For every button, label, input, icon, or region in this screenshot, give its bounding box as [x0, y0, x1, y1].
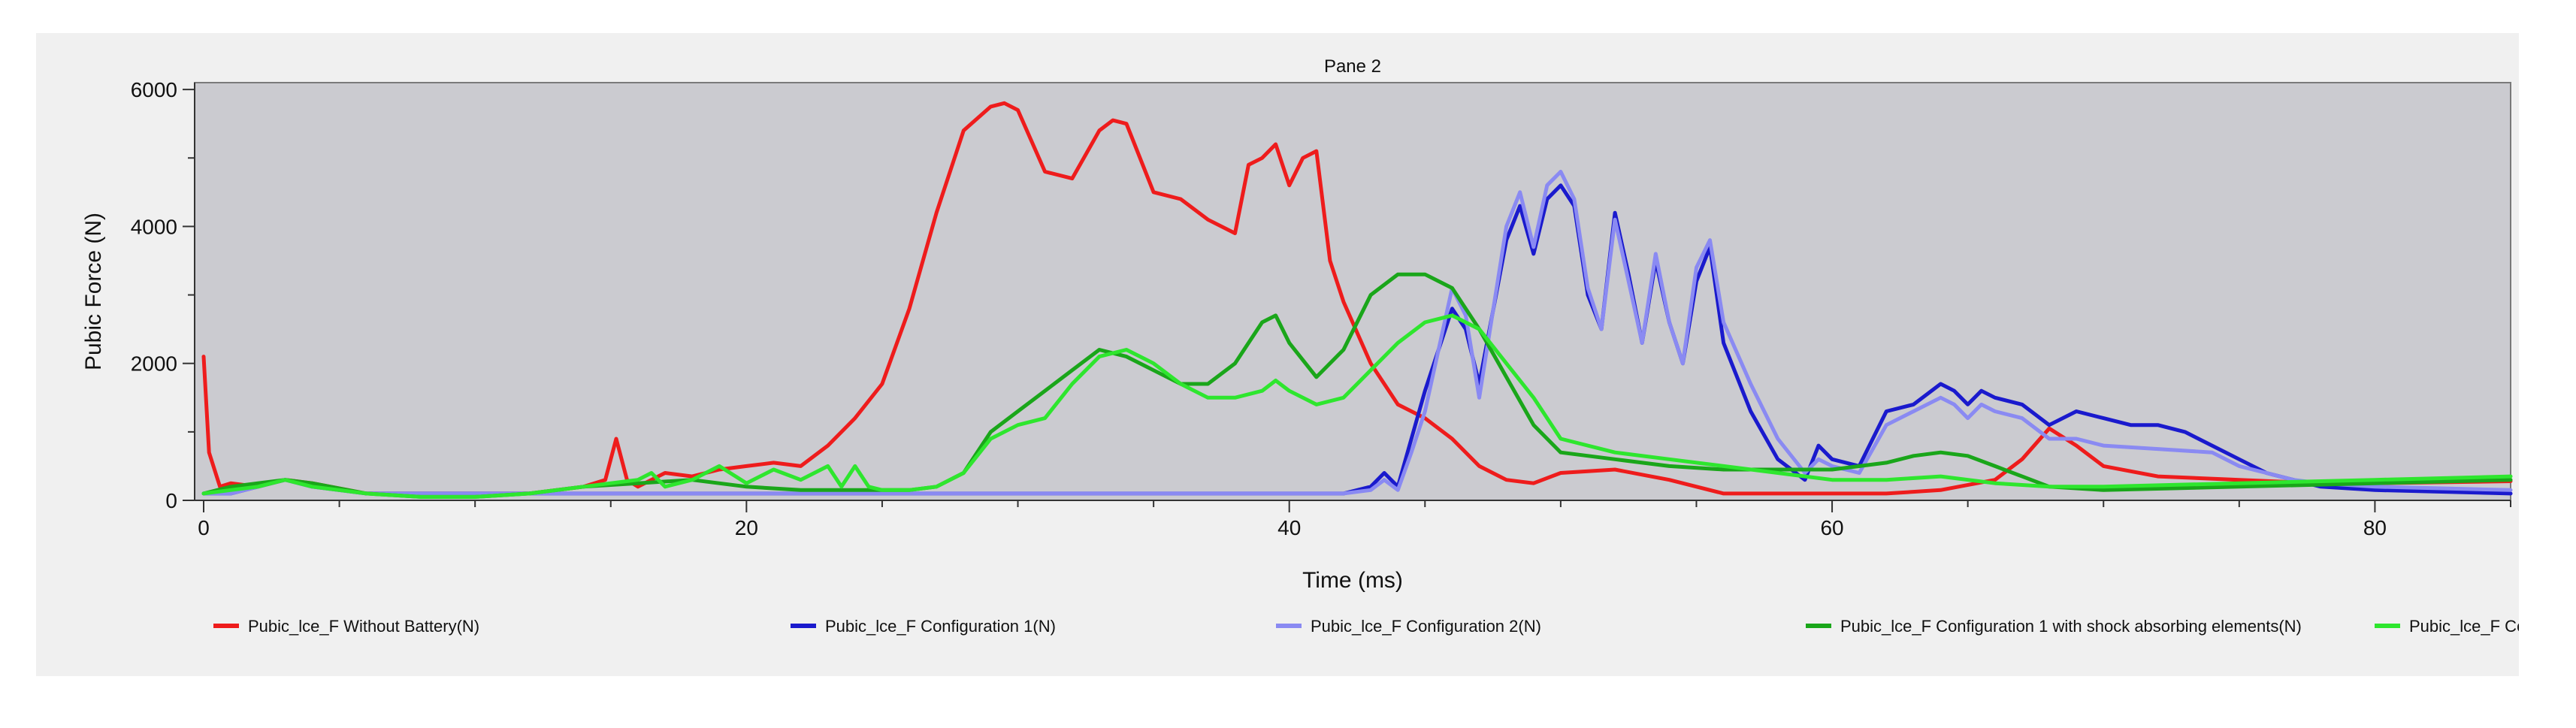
y-tick-label: 0 [165, 489, 177, 512]
chart-title: Pane 2 [1324, 56, 1381, 77]
x-tick-label: 20 [735, 516, 758, 539]
x-tick-label: 60 [1820, 516, 1843, 539]
plot-area [194, 82, 2511, 501]
x-tick-label: 0 [198, 516, 210, 539]
y-tick-label: 6000 [131, 78, 177, 101]
y-axis-label: Pubic Force (N) [81, 213, 106, 370]
chart-panel: Pane 2 0 20 40 60 80 0 2000 4000 6000 Time (ms) … [36, 33, 2519, 676]
y-tick-label: 2000 [131, 352, 177, 376]
series-line-1 [201, 101, 2513, 496]
legend: Pubic_lce_F Without Battery(N) Pubic_lce_… [213, 617, 2519, 636]
series-lines [201, 101, 2513, 499]
x-tick-label: 40 [1277, 516, 1301, 539]
axes: 0 20 40 60 80 0 2000 4000 6000 [131, 78, 2511, 539]
series-line-5 [201, 313, 2513, 499]
x-axis-label: Time (ms) [1302, 568, 1403, 593]
legend-label-3: Pubic_lce_F Configuration 2(N) [1311, 617, 1541, 636]
series-line-3 [201, 170, 2513, 496]
y-tick-label: 4000 [131, 215, 177, 238]
x-tick-label: 80 [2363, 516, 2387, 539]
legend-label-4: Pubic_lce_F Configuration 1 with shock a… [1840, 617, 2302, 636]
legend-label-5: Pubic_lce_F Configuration 2 with shock a… [2409, 617, 2519, 636]
legend-label-1: Pubic_lce_F Without Battery(N) [248, 617, 479, 636]
legend-label-2: Pubic_lce_F Configuration 1(N) [825, 617, 1056, 636]
